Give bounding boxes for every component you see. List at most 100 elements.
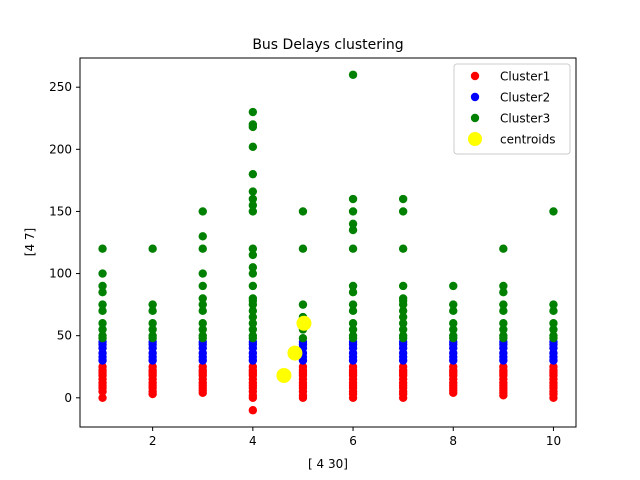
- data-point-cluster3: [198, 281, 207, 291]
- chart-title: Bus Delays clustering: [252, 37, 403, 53]
- data-point-cluster3: [98, 281, 107, 291]
- x-tick-label: 6: [349, 434, 357, 448]
- y-axis-label: [4 7]: [23, 228, 37, 256]
- data-point-cluster1: [298, 362, 308, 371]
- data-point-cluster3: [398, 306, 408, 316]
- legend-marker: [470, 92, 480, 102]
- data-point-cluster3: [499, 281, 508, 291]
- data-point-cluster3: [298, 244, 308, 253]
- data-point-cluster3: [248, 107, 258, 117]
- data-point-cluster3: [98, 244, 107, 253]
- data-point-cluster3: [198, 306, 207, 316]
- data-point-cluster3: [198, 325, 207, 334]
- centroid-marker: [287, 345, 303, 361]
- data-point-cluster3: [248, 250, 258, 260]
- data-point-cluster3: [198, 269, 207, 278]
- data-point-cluster3: [348, 225, 358, 235]
- data-point-cluster1: [148, 362, 157, 371]
- data-point-cluster3: [348, 281, 358, 291]
- legend-marker: [470, 113, 480, 123]
- data-point-cluster3: [248, 319, 258, 328]
- data-point-cluster3: [148, 331, 157, 340]
- data-point-cluster3: [248, 325, 258, 334]
- data-point-cluster1: [98, 393, 107, 402]
- data-point-cluster3: [198, 244, 207, 253]
- data-point-cluster3: [398, 325, 408, 334]
- data-point-cluster3: [148, 244, 157, 253]
- data-point-cluster3: [298, 207, 308, 216]
- data-point-cluster3: [198, 207, 207, 216]
- y-tick-label: 50: [57, 329, 72, 343]
- data-point-cluster3: [499, 325, 508, 334]
- y-tick-label: 100: [49, 267, 72, 281]
- data-point-cluster3: [148, 319, 157, 328]
- data-point-cluster3: [348, 306, 358, 316]
- legend-label: Cluster1: [500, 70, 550, 84]
- data-point-cluster1: [499, 362, 508, 371]
- data-point-cluster3: [398, 244, 408, 253]
- centroid-marker: [276, 367, 292, 383]
- y-tick-label: 0: [64, 391, 72, 405]
- data-point-cluster3: [499, 319, 508, 328]
- data-point-cluster3: [248, 269, 258, 278]
- data-point-cluster3: [248, 120, 258, 129]
- data-point-cluster3: [348, 288, 358, 297]
- data-point-cluster3: [499, 244, 508, 253]
- data-point-cluster3: [98, 325, 107, 334]
- data-point-cluster3: [449, 331, 458, 340]
- data-point-cluster3: [148, 300, 157, 309]
- data-point-cluster3: [398, 194, 408, 204]
- data-point-cluster3: [348, 207, 358, 216]
- data-point-cluster3: [98, 331, 107, 340]
- data-point-cluster3: [398, 207, 408, 216]
- data-point-cluster3: [248, 306, 258, 316]
- data-point-cluster3: [248, 331, 258, 340]
- data-point-cluster3: [449, 281, 458, 291]
- data-point-cluster3: [549, 331, 558, 340]
- data-point-cluster1: [549, 362, 558, 371]
- y-axis-ticks: 0 50 100 150 200 250: [49, 80, 80, 405]
- data-point-cluster1: [248, 406, 258, 415]
- series-centroids: [276, 315, 312, 383]
- data-point-cluster3: [348, 244, 358, 253]
- data-point-cluster3: [198, 300, 207, 309]
- legend: Cluster1 Cluster2 Cluster3 centroids: [453, 63, 571, 155]
- x-tick-label: 8: [449, 434, 457, 448]
- data-point-cluster3: [248, 142, 258, 152]
- data-point-cluster1: [98, 362, 107, 371]
- data-point-cluster3: [499, 331, 508, 340]
- data-point-cluster3: [98, 306, 107, 316]
- data-point-cluster3: [499, 306, 508, 316]
- data-point-cluster3: [98, 319, 107, 328]
- x-axis-ticks: 2 4 6 8 10: [149, 427, 561, 448]
- data-points-layer: [98, 70, 558, 415]
- data-point-cluster1: [348, 362, 358, 371]
- data-point-cluster3: [549, 319, 558, 328]
- data-point-cluster3: [398, 319, 408, 328]
- data-point-cluster3: [198, 232, 207, 241]
- data-point-cluster1: [449, 362, 458, 371]
- legend-label: Cluster3: [500, 112, 550, 126]
- data-point-cluster1: [398, 362, 408, 371]
- data-point-cluster3: [398, 281, 408, 291]
- data-point-cluster3: [348, 331, 358, 340]
- data-point-cluster3: [248, 244, 258, 253]
- data-point-cluster3: [248, 294, 258, 303]
- data-point-cluster3: [248, 194, 258, 204]
- data-point-cluster3: [248, 281, 258, 291]
- data-point-cluster3: [549, 300, 558, 309]
- series-cluster1: [98, 362, 558, 415]
- data-point-cluster3: [298, 333, 308, 343]
- data-point-cluster3: [398, 294, 408, 303]
- data-point-cluster3: [248, 169, 258, 179]
- data-point-cluster3: [248, 187, 258, 196]
- data-point-cluster1: [198, 362, 207, 371]
- data-point-cluster3: [499, 288, 508, 297]
- data-point-cluster3: [298, 300, 308, 309]
- data-point-cluster3: [549, 306, 558, 316]
- legend-marker: [468, 132, 482, 146]
- y-tick-label: 200: [49, 142, 72, 156]
- data-point-cluster3: [98, 269, 107, 278]
- data-point-cluster3: [248, 201, 258, 210]
